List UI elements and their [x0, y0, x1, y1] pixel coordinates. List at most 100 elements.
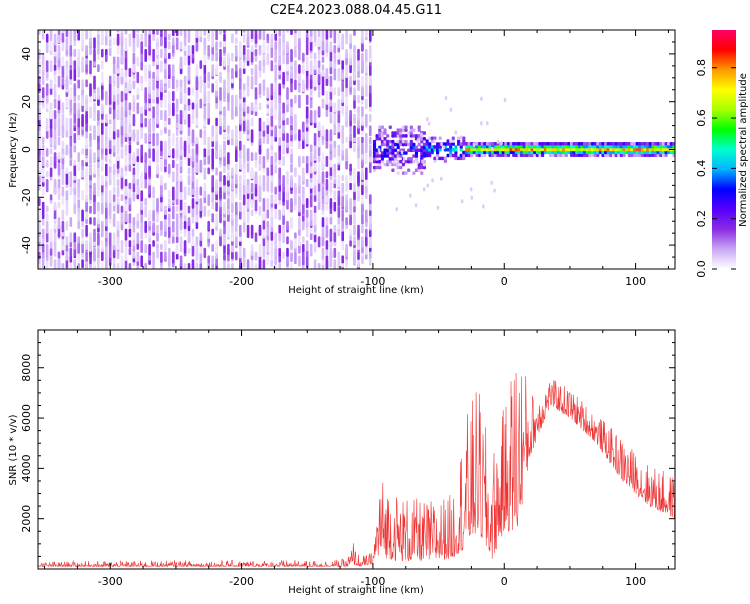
spectrogram-cell [101, 133, 104, 143]
spectrogram-cell [490, 180, 493, 185]
spectrogram-cell [49, 247, 53, 256]
spectrogram-cell [317, 33, 321, 47]
spectrogram-cell [195, 186, 199, 196]
spectrogram-cell [128, 247, 132, 256]
spectrogram-cell [239, 152, 242, 160]
spectrogram-cell [128, 102, 132, 111]
spectrogram-cell [588, 144, 592, 149]
spectrogram-cell [417, 128, 421, 132]
spectrogram-cell [116, 186, 120, 198]
spectrogram-cell [120, 30, 124, 34]
spectrogram-cell [120, 167, 124, 178]
spectrogram-cell [399, 134, 403, 138]
spectrogram-cell [175, 213, 179, 227]
spectrogram-cell [227, 71, 230, 80]
spectrogram-cell [427, 121, 431, 126]
spectrogram-cell [203, 30, 207, 36]
spectrogram-cell [321, 217, 325, 227]
spectrogram-cell [85, 110, 88, 123]
spectrogram-cell [242, 255, 246, 268]
spectrogram-cell [45, 117, 49, 132]
spectrogram-cell [520, 144, 524, 149]
spectrogram-cell [575, 150, 579, 155]
spectrogram-cell [164, 240, 167, 252]
spectrogram-cell [443, 159, 447, 163]
spectrogram-cell [317, 190, 321, 203]
spectrogram-cell [414, 203, 418, 208]
spectrogram-cell [654, 144, 658, 149]
spectrogram-cell [187, 228, 191, 242]
spectrogram-cell [309, 60, 313, 75]
spectrogram-cell [38, 182, 41, 191]
spectrogram-cell [45, 220, 49, 234]
spectrogram-cell [156, 198, 159, 209]
spectrogram-cell [378, 162, 382, 167]
spectrogram-cell [365, 64, 368, 74]
spectrogram-cell [108, 201, 112, 216]
spectrogram-cell [564, 150, 568, 155]
spectrogram-cell [412, 142, 416, 147]
spectrogram-cell [219, 48, 222, 62]
spectrogram-cell [140, 33, 143, 41]
spectrogram-cell [457, 142, 461, 146]
spectrogram-cell [357, 251, 360, 260]
spectrogram-cell [112, 129, 116, 140]
spectrogram-cell [175, 136, 179, 151]
spectrogram-cell [179, 56, 183, 70]
spectrogram-cell [254, 198, 258, 211]
spectrogram-cell [525, 153, 529, 157]
spectrogram-cell [207, 45, 210, 57]
spectrogram-cell [105, 205, 108, 219]
spectrogram-cell [144, 87, 147, 101]
spectrogram-cell [667, 144, 671, 149]
spectrogram-cell [258, 30, 262, 39]
spectrogram-cell [409, 159, 413, 164]
spectrogram-cell [365, 228, 368, 238]
spectrogram-cell [231, 106, 234, 120]
spectrogram-cell [286, 64, 289, 72]
spectrogram-cell [69, 125, 73, 137]
spectrogram-cell [535, 144, 539, 149]
spectrogram-cell [274, 152, 277, 162]
spectrogram-cell [250, 117, 254, 127]
spectrogram-cell [583, 147, 587, 152]
spectrogram-cell [168, 117, 171, 125]
spectrogram-ytick-label: 20 [20, 95, 33, 109]
spectrogram-cell [290, 98, 293, 108]
spectrogram-cell [246, 148, 250, 162]
spectrogram-cell [65, 201, 69, 216]
spectrogram-cell [391, 142, 395, 147]
spectrogram-cell [164, 68, 167, 79]
spectrogram-cell [199, 263, 203, 269]
spectrogram-cell [329, 247, 333, 261]
spectrogram-cell [496, 139, 500, 144]
spectrogram-cell [383, 142, 387, 147]
spectrogram-cell [160, 79, 163, 93]
spectrogram-cell [619, 147, 623, 152]
spectrogram-cell [462, 142, 466, 146]
spectrogram-cell [294, 251, 297, 264]
spectrogram-cell [656, 153, 660, 157]
spectrogram-cell [73, 83, 77, 97]
spectrogram-cell [512, 153, 516, 157]
spectrogram-cell [341, 182, 344, 193]
spectrogram-cell [195, 136, 199, 145]
spectrogram-cell [345, 75, 348, 89]
spectrogram-cell [475, 144, 479, 149]
spectrogram-cell [239, 129, 242, 140]
spectrogram-cell [399, 131, 403, 135]
spectrogram-cell [375, 157, 379, 161]
spectrogram-cell [470, 142, 474, 146]
spectrogram-cell [669, 150, 673, 155]
spectrogram-cell [654, 142, 658, 146]
spectrogram-cell [211, 190, 214, 202]
spectrogram-cell [211, 83, 214, 93]
spectrogram-cell [89, 152, 92, 164]
spectrogram-cell [562, 150, 566, 155]
spectrogram-cell [475, 147, 479, 152]
spectrogram-cell [345, 175, 348, 181]
spectrogram-cell [401, 139, 405, 144]
spectrogram-cell [187, 144, 191, 154]
spectrogram-cell [361, 201, 364, 216]
